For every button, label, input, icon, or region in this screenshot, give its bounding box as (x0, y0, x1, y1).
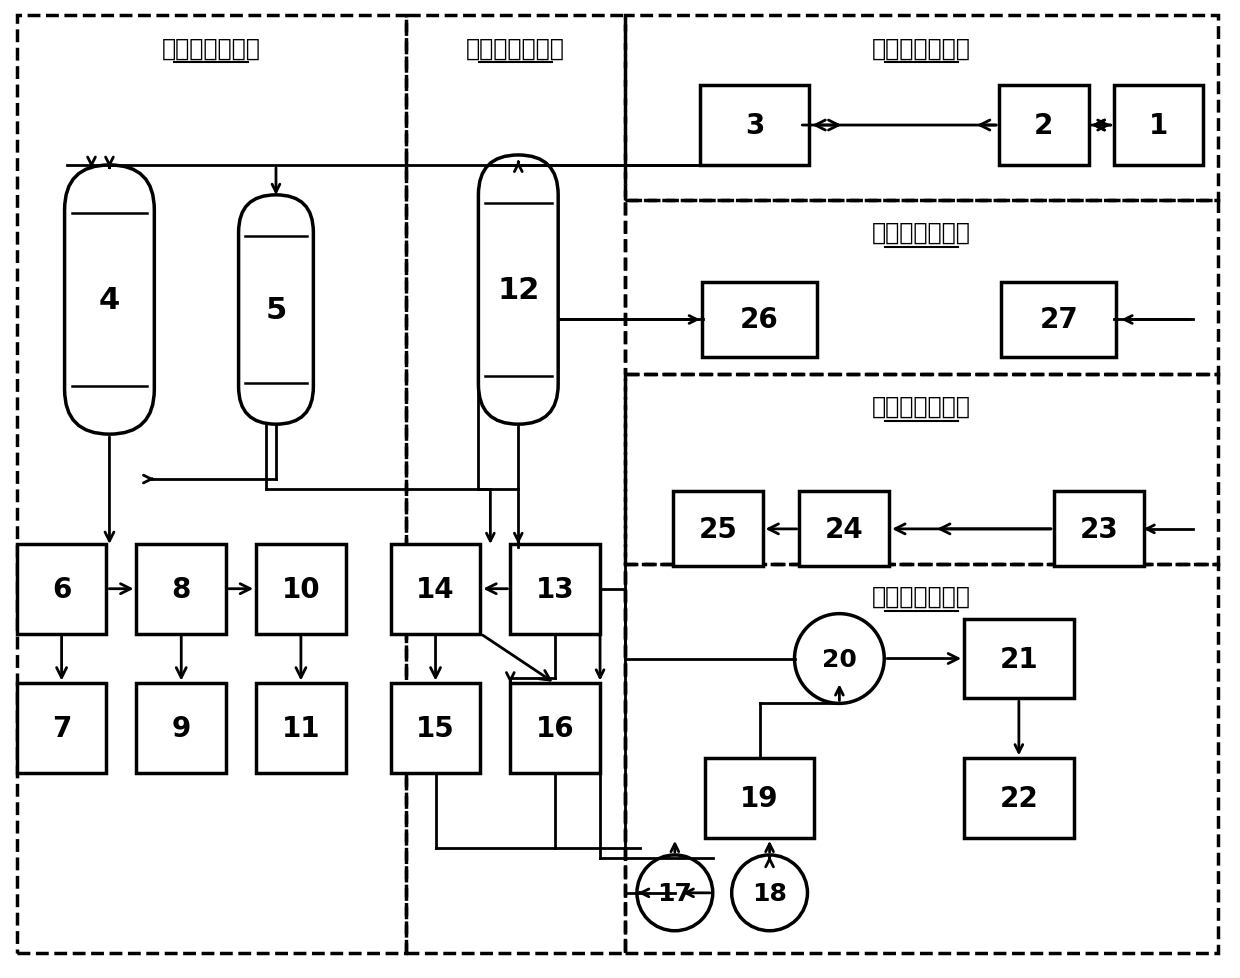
Text: 12: 12 (497, 276, 539, 305)
Text: 4: 4 (99, 286, 120, 315)
Text: 17: 17 (657, 881, 692, 905)
Bar (1114, 86, 1203, 165)
Circle shape (795, 614, 884, 703)
Text: 21: 21 (999, 645, 1038, 673)
Text: 酶酵水解工艺五: 酶酵水解工艺五 (872, 395, 971, 419)
Bar (702, 283, 817, 358)
Bar (625, 375, 1218, 564)
Text: 22: 22 (999, 784, 1038, 813)
Bar (136, 684, 226, 774)
Bar (255, 545, 346, 634)
Text: 11: 11 (281, 715, 320, 742)
Bar (16, 545, 107, 634)
Bar (625, 17, 1218, 200)
Text: 15: 15 (417, 715, 455, 742)
Text: 中温水解工艺二: 中温水解工艺二 (161, 36, 260, 61)
Text: 14: 14 (417, 575, 455, 603)
Bar (16, 17, 405, 953)
Bar (391, 684, 480, 774)
Text: 8: 8 (171, 575, 191, 603)
Text: 1: 1 (1148, 111, 1168, 140)
Bar (136, 545, 226, 634)
Text: 2: 2 (1034, 111, 1054, 140)
Bar (255, 684, 346, 774)
Text: 临界水解工艺四: 临界水解工艺四 (872, 584, 971, 608)
Bar (511, 684, 600, 774)
Text: 10: 10 (281, 575, 320, 603)
Bar (699, 86, 810, 165)
Text: 3: 3 (745, 111, 764, 140)
Circle shape (637, 855, 713, 931)
Bar (405, 17, 625, 953)
Bar (673, 492, 763, 566)
Bar (999, 86, 1089, 165)
FancyBboxPatch shape (479, 156, 558, 424)
Bar (16, 684, 107, 774)
Text: 26: 26 (740, 306, 779, 334)
Bar (511, 545, 600, 634)
Bar (800, 492, 889, 566)
Text: 18: 18 (753, 881, 787, 905)
Bar (1002, 283, 1116, 358)
Text: 27: 27 (1039, 306, 1078, 334)
Bar (625, 200, 1218, 375)
Text: 24: 24 (825, 515, 864, 544)
Text: 20: 20 (822, 646, 857, 671)
Text: 6: 6 (52, 575, 71, 603)
Text: 23: 23 (1079, 515, 1118, 544)
Text: 高温水解工艺三: 高温水解工艺三 (466, 36, 564, 61)
FancyBboxPatch shape (64, 165, 154, 434)
Text: 9: 9 (171, 715, 191, 742)
Text: 19: 19 (740, 784, 779, 813)
Text: 5: 5 (265, 295, 286, 325)
Text: 7: 7 (52, 715, 71, 742)
Bar (625, 564, 1218, 953)
FancyBboxPatch shape (238, 196, 314, 424)
Text: 原料处理工艺一: 原料处理工艺一 (872, 36, 971, 61)
Circle shape (732, 855, 807, 931)
Text: 节能环保工艺六: 节能环保工艺六 (872, 220, 971, 244)
Text: 25: 25 (698, 515, 737, 544)
Bar (1054, 492, 1143, 566)
Bar (704, 759, 815, 838)
Bar (963, 619, 1074, 698)
Bar (391, 545, 480, 634)
Bar (963, 759, 1074, 838)
Text: 13: 13 (536, 575, 574, 603)
Text: 16: 16 (536, 715, 574, 742)
